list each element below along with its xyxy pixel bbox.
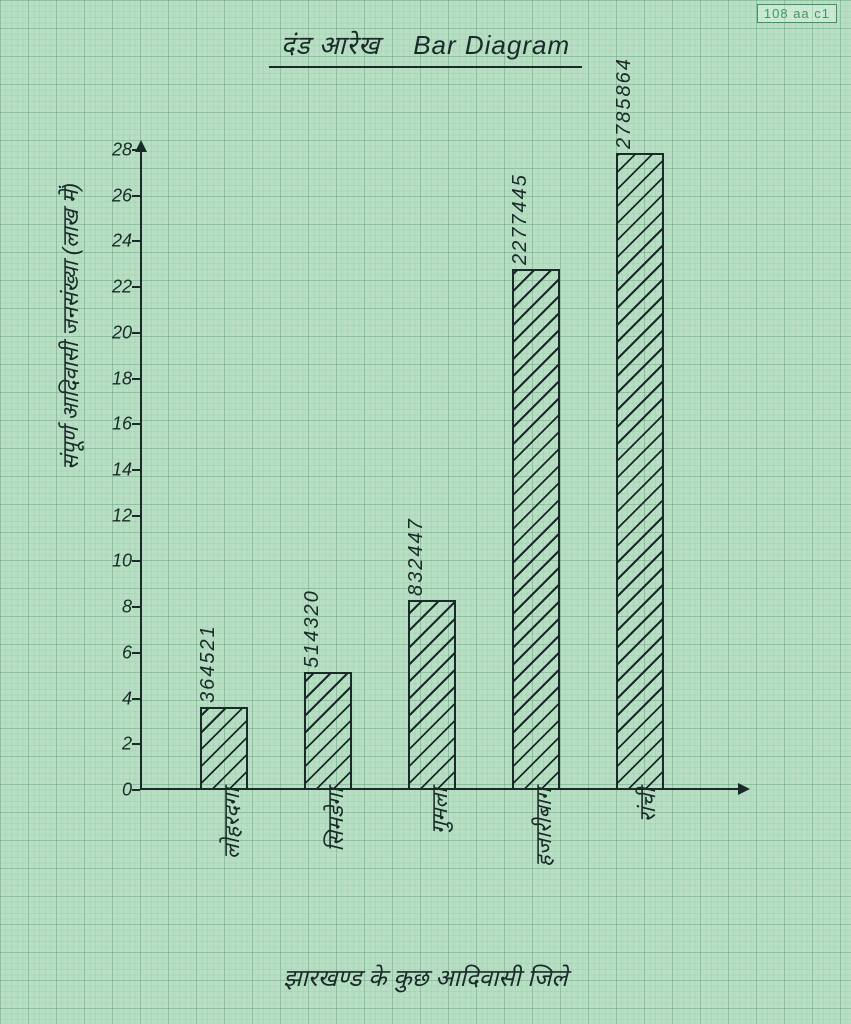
- y-tick: [132, 606, 140, 608]
- y-tick: [132, 469, 140, 471]
- y-tick-label: 8: [100, 597, 132, 618]
- y-tick-label: 14: [100, 460, 132, 481]
- bar: 364521लोहरदगा: [200, 707, 248, 790]
- bar-value-label: 364521: [197, 624, 220, 703]
- chart-title: दंड आरेख Bar Diagram: [269, 26, 582, 68]
- bar-value-label: 514320: [301, 590, 324, 669]
- y-tick: [132, 698, 140, 700]
- y-tick-label: 4: [100, 688, 132, 709]
- bar-value-label: 2785864: [613, 57, 636, 149]
- y-axis: [140, 150, 142, 790]
- bar: 2277445हजारीबाग: [512, 269, 560, 790]
- y-tick: [132, 515, 140, 517]
- bar: 514320सिमडेगा: [304, 672, 352, 790]
- bar-category-label: गुमला: [424, 788, 454, 908]
- y-tick-label: 26: [100, 185, 132, 206]
- y-tick: [132, 789, 140, 791]
- y-tick-label: 6: [100, 642, 132, 663]
- y-tick-label: 18: [100, 368, 132, 389]
- y-tick-label: 20: [100, 322, 132, 343]
- title-english: Bar Diagram: [413, 30, 570, 60]
- bar: 2785864रांची: [616, 153, 664, 790]
- graph-paper-page: 108 aa c1 दंड आरेख Bar Diagram संपूर्ण आ…: [0, 0, 851, 1024]
- y-tick: [132, 743, 140, 745]
- y-tick: [132, 652, 140, 654]
- bar-value-label: 832447: [405, 517, 428, 596]
- y-tick-label: 2: [100, 734, 132, 755]
- bar-category-label: रांची: [632, 788, 662, 908]
- bar-category-label: लोहरदगा: [216, 788, 246, 908]
- title-wrap: दंड आरेख Bar Diagram: [0, 26, 851, 68]
- bar: 832447गुमला: [408, 600, 456, 790]
- bar-chart: 0246810121416182022242628364521लोहरदगा51…: [140, 150, 740, 790]
- y-tick: [132, 286, 140, 288]
- y-tick: [132, 332, 140, 334]
- title-hindi: दंड आरेख: [281, 30, 380, 60]
- bar-value-label: 2277445: [509, 174, 532, 266]
- x-axis-label: झारखण्ड के कुछ आदिवासी जिले: [0, 961, 851, 994]
- y-tick-label: 16: [100, 414, 132, 435]
- y-tick-label: 22: [100, 277, 132, 298]
- y-tick-label: 12: [100, 505, 132, 526]
- y-tick: [132, 195, 140, 197]
- bar-category-label: सिमडेगा: [320, 788, 350, 908]
- y-tick-label: 24: [100, 231, 132, 252]
- y-tick: [132, 240, 140, 242]
- y-tick: [132, 149, 140, 151]
- y-tick-label: 10: [100, 551, 132, 572]
- y-tick-label: 28: [100, 140, 132, 161]
- y-tick: [132, 378, 140, 380]
- y-tick-label: 0: [100, 780, 132, 801]
- y-tick: [132, 423, 140, 425]
- bar-category-label: हजारीबाग: [528, 788, 558, 908]
- x-axis-arrow: [738, 783, 750, 795]
- y-axis-label: संपूर्ण आदिवासी जनसंख्या (लाख में): [55, 183, 85, 470]
- page-stamp: 108 aa c1: [757, 4, 837, 23]
- y-tick: [132, 560, 140, 562]
